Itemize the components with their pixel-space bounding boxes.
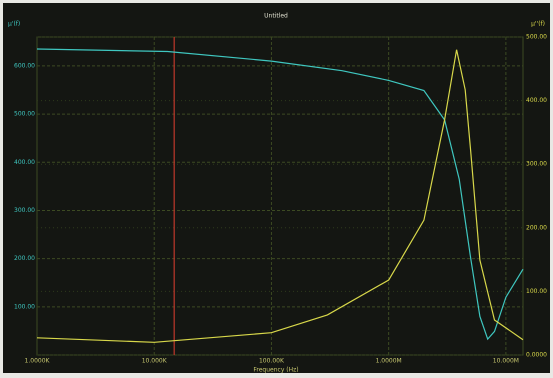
y-tick-label: 100.00 (14, 303, 35, 310)
y-axis-label: µ'(f) (8, 21, 20, 28)
y-tick-label: 200.00 (14, 255, 35, 262)
x-tick-label: 10.000M (493, 358, 519, 365)
y-tick-label: 600.00 (14, 62, 35, 69)
y-tick-label: 400.00 (14, 159, 35, 166)
plot-background (3, 3, 550, 373)
x-tick-label: 1.0000K (25, 358, 51, 365)
x-axis-label: Frequency (Hz) (253, 367, 298, 374)
y2-tick-label: 300.00 (526, 161, 547, 168)
chart-title: Untitled (264, 13, 288, 20)
y2-tick-label: 0.0000 (526, 352, 547, 359)
x-tick-label: 10.000K (142, 358, 168, 365)
y2-axis-label: µ''(f) (531, 21, 545, 28)
y2-tick-label: 500.00 (526, 34, 547, 41)
y2-tick-label: 400.00 (526, 97, 547, 104)
y2-tick-label: 200.00 (526, 224, 547, 231)
y-tick-label: 500.00 (14, 111, 35, 118)
series-line (36, 48, 524, 341)
y-tick-label: 300.00 (14, 207, 35, 214)
y2-tick-label: 100.00 (526, 288, 547, 295)
x-tick-label: 100.00K (259, 358, 285, 365)
plot-frame (36, 36, 524, 356)
series-line (36, 49, 524, 343)
x-tick-label: 1.0000M (376, 358, 402, 365)
